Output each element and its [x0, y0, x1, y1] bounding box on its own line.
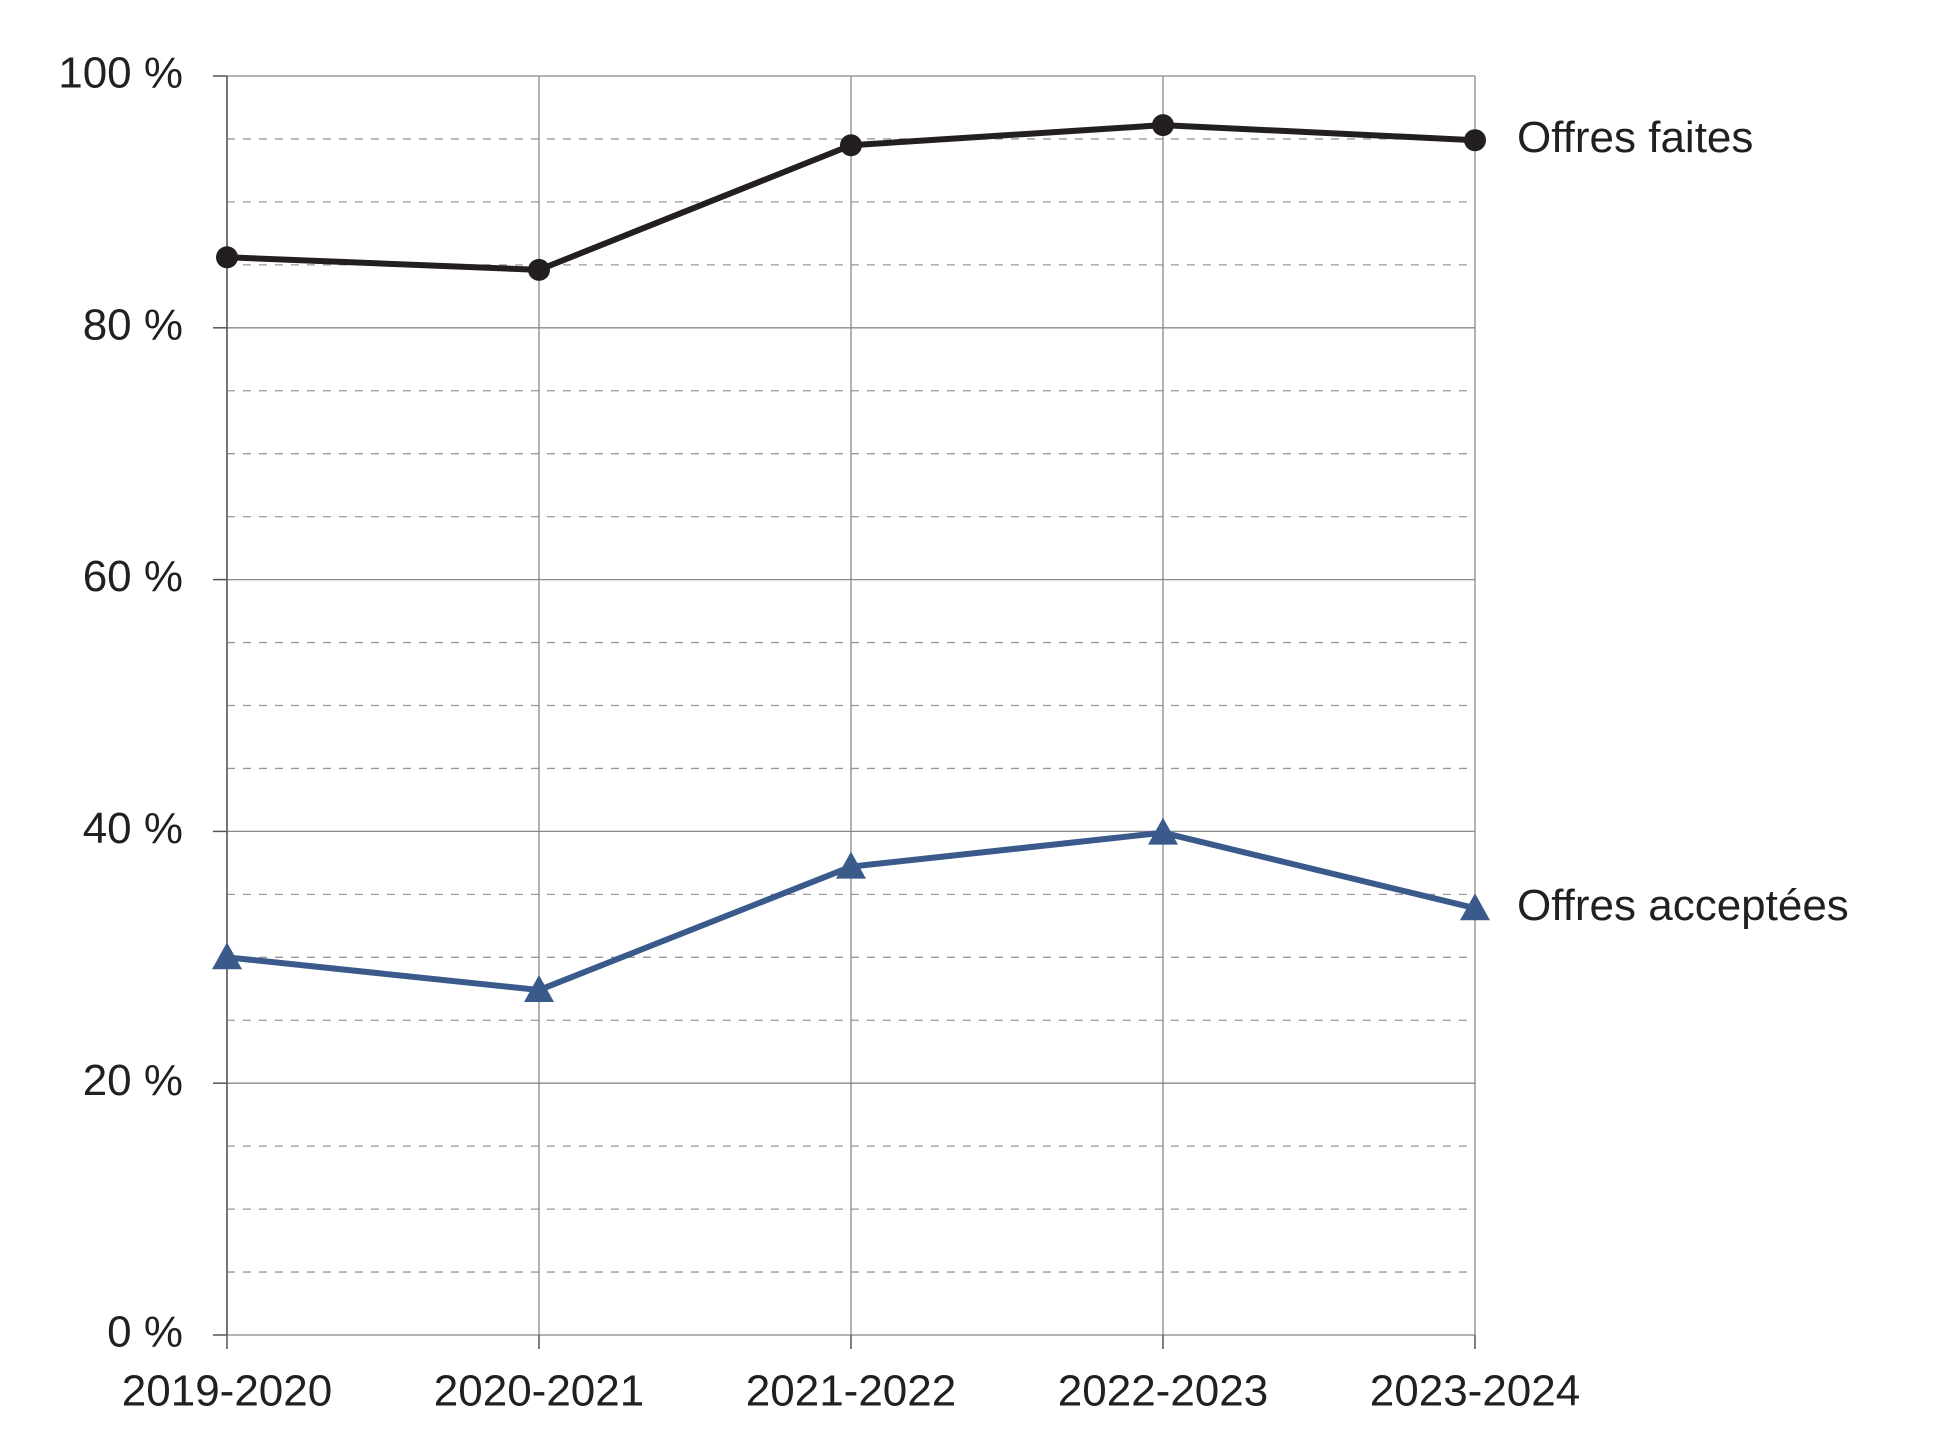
y-tick-label: 80 % [83, 300, 183, 349]
x-tick-label: 2023-2024 [1370, 1367, 1580, 1416]
marker [1148, 817, 1178, 845]
series-label: Offres acceptées [1517, 881, 1849, 930]
y-tick-label: 20 % [83, 1056, 183, 1105]
y-tick-label: 100 % [58, 49, 183, 98]
y-tick-label: 40 % [83, 804, 183, 853]
marker [1152, 114, 1174, 137]
x-tick-label: 2021-2022 [746, 1367, 956, 1416]
x-tick-label: 2019-2020 [122, 1367, 332, 1416]
y-tick-label: 0 % [107, 1308, 183, 1357]
y-tick-label: 60 % [83, 552, 183, 601]
x-tick-label: 2020-2021 [434, 1367, 644, 1416]
marker [840, 134, 862, 157]
marker [1460, 893, 1490, 921]
marker [1464, 129, 1486, 152]
series-label: Offres faites [1517, 113, 1753, 162]
x-tick-label: 2022-2023 [1058, 1367, 1268, 1416]
marker [216, 246, 238, 269]
marker [528, 258, 550, 281]
marker [212, 942, 242, 970]
marker [836, 851, 866, 879]
marker [524, 975, 554, 1003]
